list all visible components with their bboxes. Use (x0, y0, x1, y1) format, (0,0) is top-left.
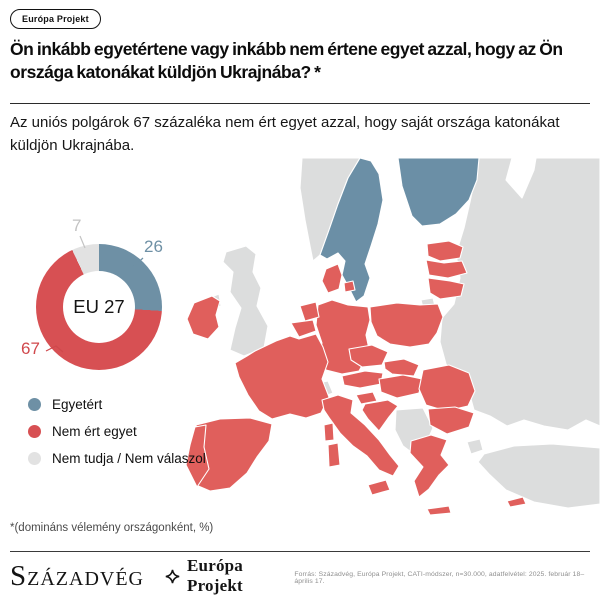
map-country-finland (397, 158, 480, 227)
legend-dot-disagree (28, 424, 41, 438)
map-country-slovenia (355, 391, 378, 405)
legend-label-disagree: Nem ért egyet (52, 423, 137, 439)
map-country-bulgaria (427, 406, 475, 435)
map-country-sardinia (327, 442, 341, 468)
map-country-uk (222, 245, 269, 357)
map-country-crete (426, 505, 452, 516)
legend-item-agree: Egyetért (28, 396, 206, 412)
map-country-czechia (348, 344, 389, 368)
map-country-poland (369, 302, 444, 348)
donut-value-agree: 26 (144, 237, 163, 256)
four-point-star-icon (165, 569, 180, 584)
donut-center-label: EU 27 (63, 271, 135, 343)
map-country-denmark-zealand (343, 280, 356, 293)
footnote: *(domináns vélemény országonként, %) (10, 522, 214, 534)
map-country-netherlands (299, 301, 320, 322)
donut-chart: EU 27 (36, 244, 162, 370)
szazadveg-logo: Századvég (10, 559, 144, 592)
map-country-lithuania (427, 277, 465, 300)
map-country-italy (321, 394, 400, 477)
map-country-ireland (186, 295, 221, 340)
map-country-hungary (378, 374, 423, 399)
legend-label-neutral: Nem tudja / Nem válaszol (52, 450, 206, 466)
europe-map (172, 158, 600, 520)
map-country-estonia (426, 240, 464, 262)
subtitle: Az uniós polgárok 67 százaléka nem ért e… (10, 114, 560, 155)
legend-label-agree: Egyetért (52, 396, 103, 412)
title-divider (10, 103, 590, 104)
page-title: Ön inkább egyetértene vagy inkább nem ér… (10, 39, 563, 83)
map-country-portugal (185, 424, 210, 488)
map-country-cyprus (506, 496, 527, 508)
legend-item-neutral: Nem tudja / Nem válaszol (28, 450, 206, 466)
footer-divider (10, 551, 590, 552)
map-country-denmark (321, 263, 343, 294)
map-country-belgium (290, 319, 317, 338)
donut-value-neutral: 7 (72, 216, 82, 235)
europa-projekt-logo-text: Európa Projekt (187, 556, 243, 595)
map-country-latvia (425, 259, 468, 279)
map-country-slovakia (383, 358, 420, 377)
legend-dot-neutral (28, 451, 41, 465)
map-country-sweden (319, 158, 384, 303)
map-country-croatia (361, 399, 399, 432)
donut-value-disagree: 67 (21, 339, 40, 358)
map-country-france (234, 333, 330, 420)
footer: Századvég Európa Projekt Forrás: Századv… (10, 556, 590, 595)
map-country-russia-belarus-ukraine (439, 158, 600, 431)
map-country-greece (409, 434, 450, 498)
europa-projekt-badge: Európa Projekt (10, 9, 101, 29)
map-country-romania (418, 364, 476, 412)
map-country-turkey-europe (466, 438, 484, 455)
source-text: Forrás: Századvég, Európa Projekt, CATI-… (294, 571, 585, 585)
legend-item-disagree: Nem ért egyet (28, 423, 206, 439)
legend: Egyetért Nem ért egyet Nem tudja / Nem v… (28, 397, 206, 478)
map-country-turkey (477, 443, 600, 509)
map-country-austria (341, 370, 384, 389)
map-country-sicily (367, 479, 391, 496)
map-country-corsica (323, 422, 335, 442)
legend-dot-agree (28, 397, 41, 411)
